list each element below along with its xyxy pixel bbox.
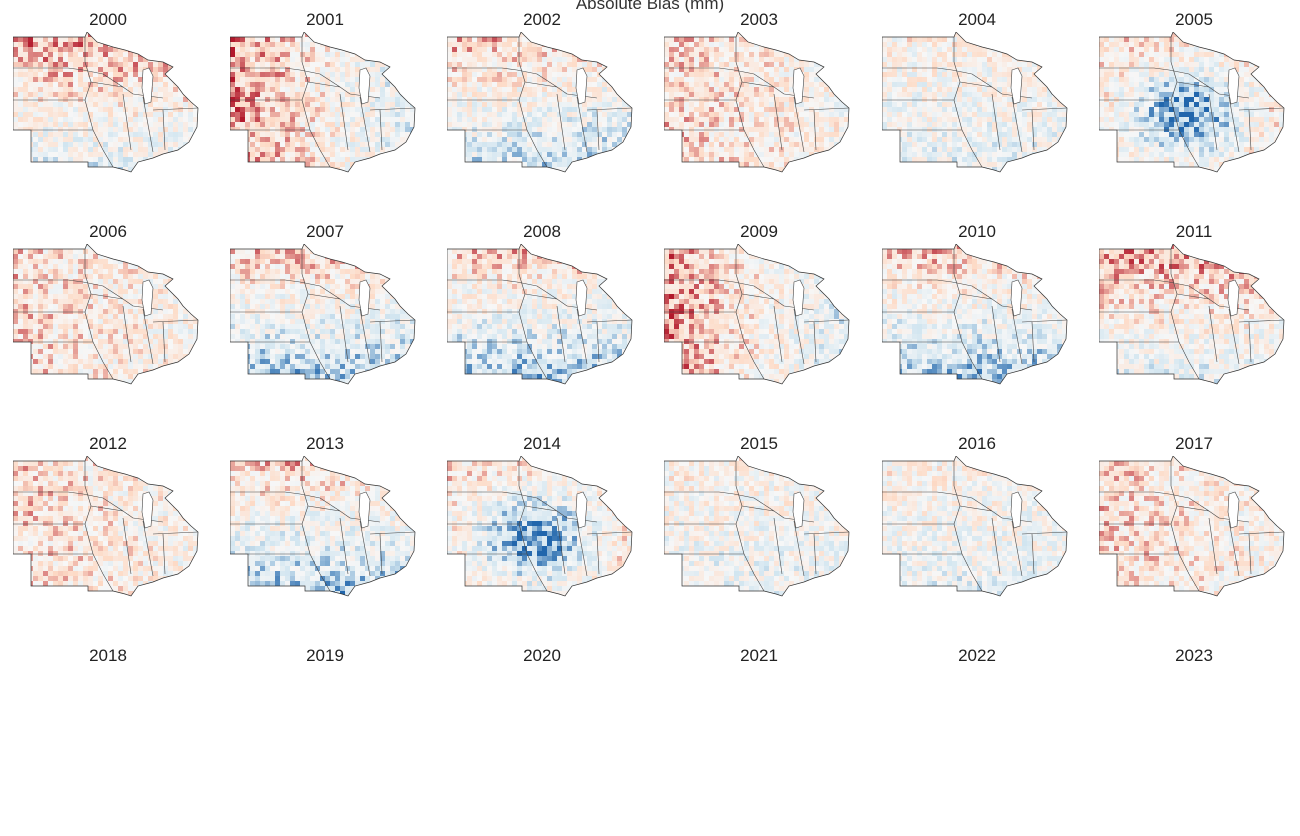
panel-year-label: 2009 [664,222,854,242]
map-panel-2001: 2001 [230,10,420,200]
bias-map [13,456,203,601]
panel-year-label: 2012 [13,434,203,454]
bias-map [447,456,637,601]
bias-map [664,32,854,177]
panel-year-label: 2001 [230,10,420,30]
panel-year-label: 2011 [1099,222,1289,242]
map-panel-2018: 2018 [13,646,203,836]
panel-year-label: 2000 [13,10,203,30]
bias-map [13,32,203,177]
panel-year-label: 2004 [882,10,1072,30]
map-panel-2010: 2010 [882,222,1072,412]
panel-year-label: 2023 [1099,646,1289,666]
panel-year-label: 2020 [447,646,637,666]
map-panel-2000: 2000 [13,10,203,200]
map-panel-2006: 2006 [13,222,203,412]
map-panel-2019: 2019 [230,646,420,836]
map-panel-2014: 2014 [447,434,637,624]
bias-map [1099,32,1289,177]
bias-map [1099,244,1289,389]
bias-map [664,456,854,601]
bias-map [447,244,637,389]
bias-map [447,32,637,177]
bias-map [230,456,420,601]
panel-year-label: 2003 [664,10,854,30]
map-panel-2009: 2009 [664,222,854,412]
map-panel-2023: 2023 [1099,646,1289,836]
panel-year-label: 2005 [1099,10,1289,30]
bias-map [1099,456,1289,601]
map-panel-2002: 2002 [447,10,637,200]
bias-map [13,244,203,389]
panel-year-label: 2010 [882,222,1072,242]
bias-map [882,244,1072,389]
map-panel-2008: 2008 [447,222,637,412]
bias-map [664,244,854,389]
map-panel-2005: 2005 [1099,10,1289,200]
map-panel-2016: 2016 [882,434,1072,624]
map-panel-2022: 2022 [882,646,1072,836]
bias-map [230,244,420,389]
map-panel-2017: 2017 [1099,434,1289,624]
map-panel-2020: 2020 [447,646,637,836]
panel-year-label: 2008 [447,222,637,242]
panel-year-label: 2006 [13,222,203,242]
panel-year-label: 2022 [882,646,1072,666]
panel-year-label: 2015 [664,434,854,454]
panel-year-label: 2013 [230,434,420,454]
panel-year-label: 2002 [447,10,637,30]
map-panel-2003: 2003 [664,10,854,200]
panel-year-label: 2021 [664,646,854,666]
panel-year-label: 2019 [230,646,420,666]
panel-year-label: 2017 [1099,434,1289,454]
bias-map [882,456,1072,601]
map-panel-2007: 2007 [230,222,420,412]
map-panel-2012: 2012 [13,434,203,624]
bias-map [230,32,420,177]
bias-map [882,32,1072,177]
map-panel-2004: 2004 [882,10,1072,200]
map-panel-2021: 2021 [664,646,854,836]
map-panel-2013: 2013 [230,434,420,624]
map-panel-2011: 2011 [1099,222,1289,412]
panel-year-label: 2018 [13,646,203,666]
map-panel-2015: 2015 [664,434,854,624]
panel-year-label: 2007 [230,222,420,242]
panel-year-label: 2014 [447,434,637,454]
panel-year-label: 2016 [882,434,1072,454]
